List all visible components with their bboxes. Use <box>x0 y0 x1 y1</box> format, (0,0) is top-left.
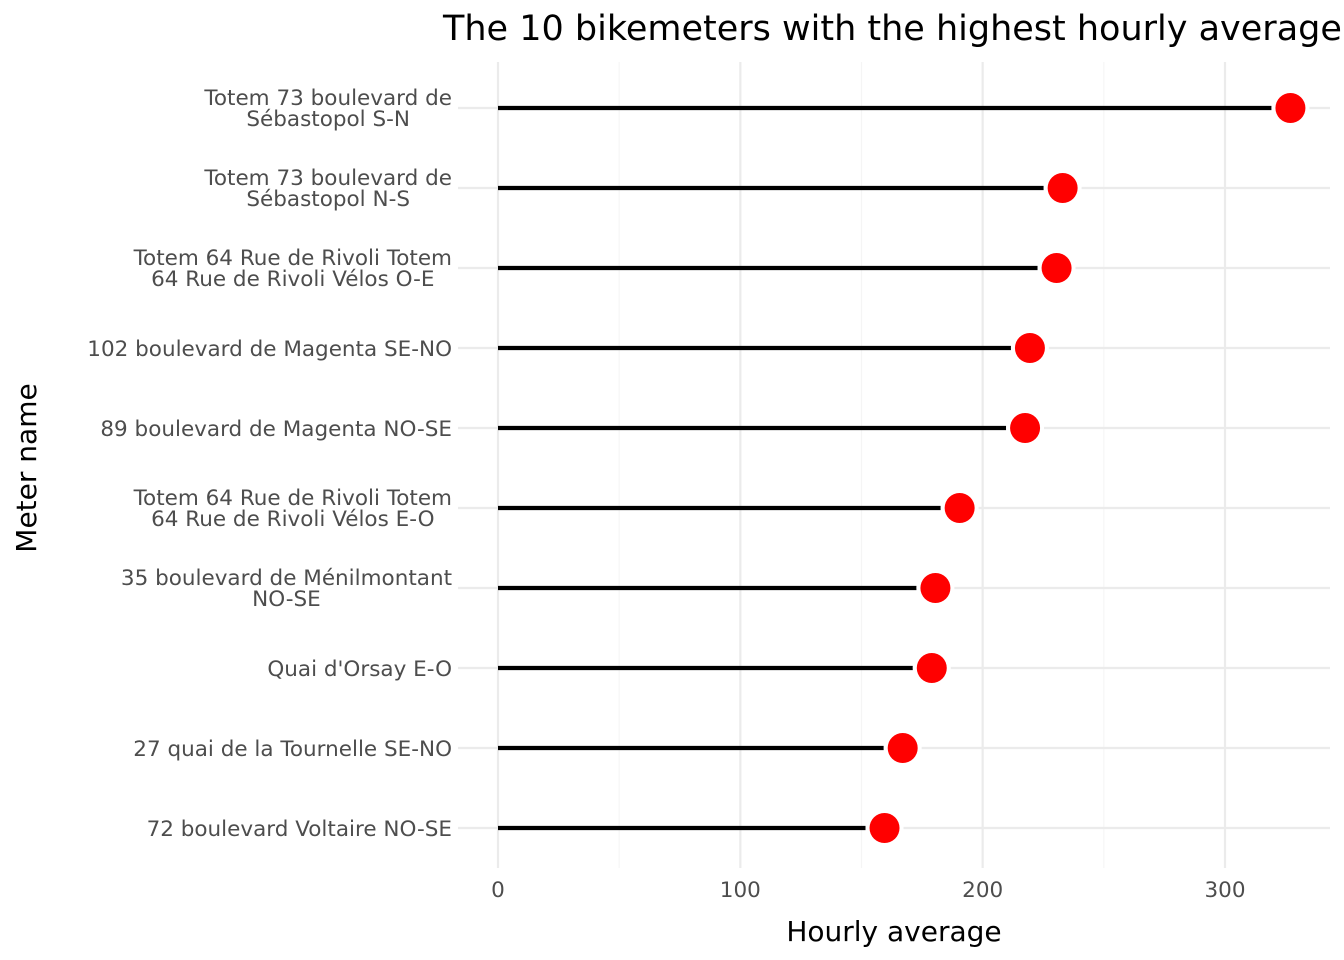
y-tick-label: Totem 64 Rue de Rivoli Totem 64 Rue de Ri… <box>133 486 452 532</box>
x-axis-title: Hourly average <box>786 915 1001 948</box>
y-tick-label: 72 boulevard Voltaire NO-SE <box>147 817 452 842</box>
y-tick-label: 35 boulevard de Ménilmontant NO-SE <box>121 566 452 612</box>
y-tick-label: Totem 73 boulevard de Sébastopol N-S <box>203 166 452 212</box>
lollipop-point <box>869 813 900 843</box>
x-tick-label: 200 <box>962 878 1003 903</box>
lollipop-point <box>1014 333 1045 363</box>
lollipop-point <box>1010 413 1041 443</box>
lollipop-point <box>1047 173 1078 203</box>
chart-title: The 10 bikemeters with the highest hourl… <box>442 9 1342 49</box>
x-tick-label: 100 <box>720 878 761 903</box>
y-tick-label: 27 quai de la Tournelle SE-NO <box>133 737 452 762</box>
y-tick-label: Totem 73 boulevard de Sébastopol S-N <box>203 86 452 132</box>
lollipop-point <box>916 653 947 683</box>
y-tick-label: Totem 64 Rue de Rivoli Totem 64 Rue de Ri… <box>133 246 452 292</box>
y-tick-label: Quai d'Orsay E-O <box>267 657 452 682</box>
lollipop-point <box>1275 93 1306 123</box>
lollipop-point <box>887 733 918 763</box>
lollipop-point <box>944 493 975 523</box>
x-tick-label: 0 <box>491 878 505 903</box>
y-tick-label: 102 boulevard de Magenta SE-NO <box>87 337 452 362</box>
lollipop-point <box>1041 253 1072 283</box>
lollipop-point <box>920 573 951 603</box>
data-marks <box>498 89 1310 847</box>
x-tick-label: 300 <box>1204 878 1245 903</box>
y-axis-title: Meter name <box>10 383 43 552</box>
y-tick-label: 89 boulevard de Magenta NO-SE <box>100 417 452 442</box>
axis-labels: 0 100 200 300 Totem 73 boulevard de Sébastopo… <box>87 86 1245 903</box>
